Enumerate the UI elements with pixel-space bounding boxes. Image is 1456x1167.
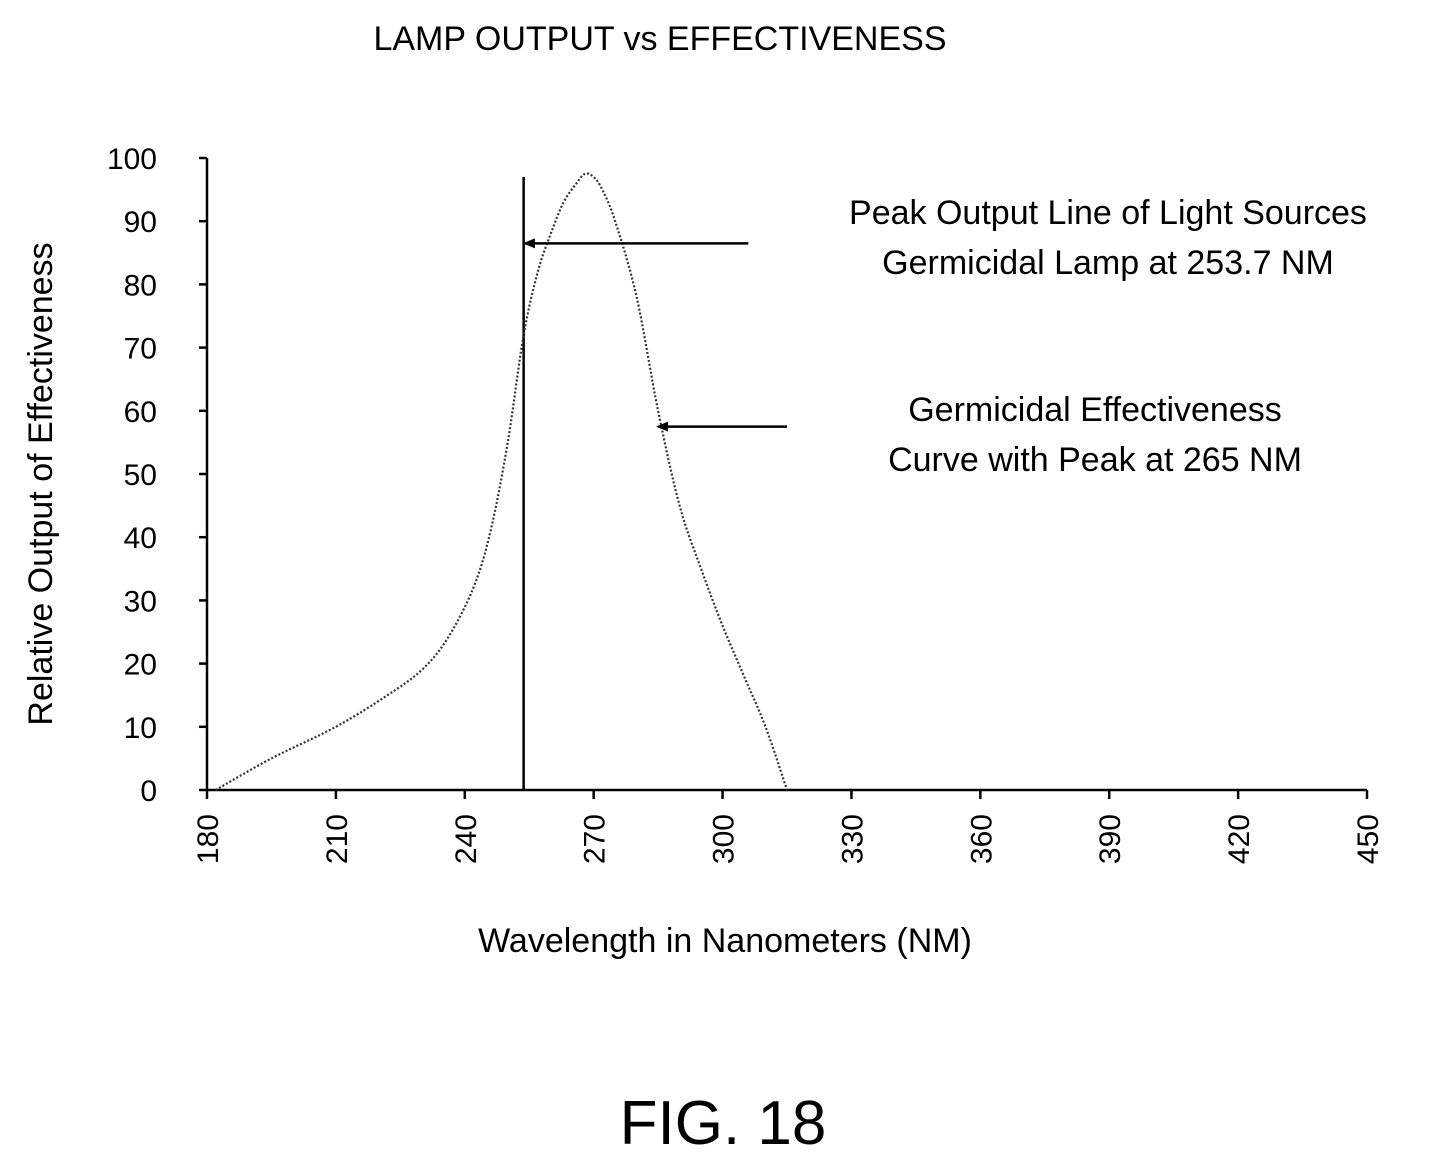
x-tick-label: 330 <box>836 814 869 864</box>
annotations: Peak Output Line of Light Sources Germici… <box>522 194 1367 479</box>
y-tick-label: 20 <box>124 649 157 682</box>
y-tick-label: 10 <box>124 712 157 745</box>
x-tick-label: 390 <box>1094 814 1127 864</box>
y-tick-label: 30 <box>124 585 157 618</box>
x-tick-label: 180 <box>192 814 225 864</box>
annotation-text: Curve with Peak at 265 NM <box>888 441 1302 479</box>
y-tick-label: 90 <box>124 206 157 239</box>
y-axis-label: Relative Output of Effectiveness <box>22 242 60 725</box>
y-tick-label: 50 <box>124 459 157 492</box>
x-tick-label: 270 <box>579 814 612 864</box>
x-tick-label: 420 <box>1223 814 1256 864</box>
y-tick-label: 80 <box>124 269 157 302</box>
y-tick-label: 100 <box>107 143 157 176</box>
figure-label: FIG. 18 <box>620 1089 827 1158</box>
x-tick-label: 240 <box>450 814 483 864</box>
effectiveness-curve <box>215 172 789 791</box>
x-tick-label: 210 <box>321 814 354 864</box>
x-axis-label: Wavelength in Nanometers (NM) <box>478 922 972 960</box>
x-axis-ticks: 180 210 240 270 300 330 360 390 420 450 <box>192 790 1385 864</box>
y-tick-label: 0 <box>140 775 157 808</box>
annotation-text: Germicidal Lamp at 253.7 NM <box>882 244 1334 282</box>
y-tick-label: 40 <box>124 522 157 555</box>
x-tick-label: 450 <box>1352 814 1385 864</box>
y-axis-ticks: 0 10 20 30 40 50 60 70 80 90 100 <box>107 143 207 808</box>
y-tick-label: 70 <box>124 333 157 366</box>
annotation-text: Peak Output Line of Light Sources <box>849 194 1367 232</box>
x-tick-label: 300 <box>708 814 741 864</box>
annotation-text: Germicidal Effectiveness <box>908 391 1282 429</box>
chart-title: LAMP OUTPUT vs EFFECTIVENESS <box>373 20 946 58</box>
plot-area <box>215 172 789 791</box>
x-tick-label: 360 <box>965 814 998 864</box>
y-tick-label: 60 <box>124 396 157 429</box>
